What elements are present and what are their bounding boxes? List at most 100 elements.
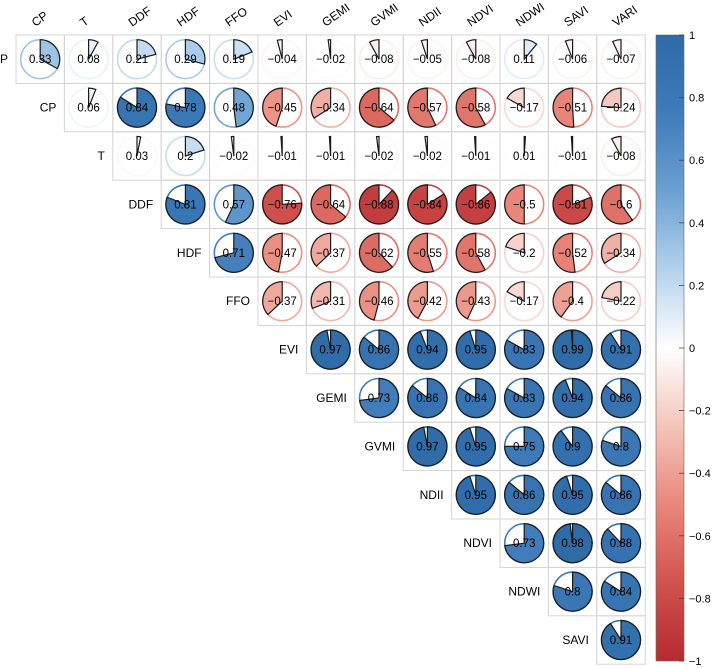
column-label: NDVI bbox=[464, 2, 496, 30]
value-label: 0.91 bbox=[610, 635, 632, 647]
value-label: −0.46 bbox=[364, 296, 393, 308]
row-label: NDII bbox=[420, 488, 444, 502]
pie-slice bbox=[136, 135, 142, 157]
pie-slice bbox=[375, 135, 380, 157]
row-label: CP bbox=[40, 101, 57, 115]
value-label: −0.01 bbox=[558, 151, 587, 163]
value-label: 0.99 bbox=[561, 345, 583, 357]
pie-slice bbox=[600, 232, 622, 265]
value-label: −0.31 bbox=[316, 296, 345, 308]
value-label: −0.01 bbox=[316, 151, 345, 163]
pie-slice bbox=[407, 232, 435, 273]
pie-slice bbox=[407, 377, 448, 419]
value-label: 0.86 bbox=[416, 393, 438, 405]
pie-slice bbox=[358, 329, 400, 370]
value-label: 0.19 bbox=[223, 54, 245, 66]
value-label: −0.02 bbox=[364, 151, 393, 163]
value-label: 0.9 bbox=[565, 441, 581, 453]
pie-slice bbox=[310, 329, 351, 370]
pie-layer bbox=[19, 38, 642, 661]
row-label: T bbox=[97, 149, 105, 163]
value-label: −0.07 bbox=[606, 54, 635, 66]
value-label: −0.43 bbox=[461, 296, 490, 308]
value-label: 0.29 bbox=[174, 54, 196, 66]
value-label: −0.42 bbox=[413, 296, 442, 308]
value-label: −0.45 bbox=[268, 103, 297, 115]
pie-slice bbox=[407, 184, 448, 225]
value-label: −0.2 bbox=[513, 248, 536, 260]
value-label: −0.76 bbox=[268, 199, 297, 211]
pie-slice bbox=[455, 281, 477, 320]
row-label: NDVI bbox=[463, 536, 492, 550]
pie-slice bbox=[552, 329, 593, 370]
pie-slice bbox=[455, 426, 496, 467]
row-label: FFO bbox=[226, 294, 250, 308]
row-label: EVI bbox=[279, 343, 298, 357]
colorbar-tick-label: 0 bbox=[689, 343, 695, 355]
value-label: −0.02 bbox=[219, 151, 248, 163]
pie-slice bbox=[600, 184, 634, 225]
value-label: 0.06 bbox=[77, 103, 99, 115]
row-label: GVMI bbox=[365, 439, 396, 453]
pie-slice bbox=[504, 329, 545, 370]
pie-slice bbox=[165, 87, 206, 128]
value-label: 0.73 bbox=[368, 393, 390, 405]
pie-slice bbox=[552, 426, 593, 467]
value-label: 0.83 bbox=[513, 345, 535, 357]
label-layer: 0.33 0.08 0.21 0.29 0.19 −0.04 −0.02 −0.08 −0.05… bbox=[0, 0, 640, 647]
pie-slice bbox=[358, 184, 400, 225]
value-label: −0.01 bbox=[461, 151, 490, 163]
pie-slice bbox=[600, 377, 642, 419]
pie-slice bbox=[506, 281, 525, 303]
pie-slice bbox=[262, 281, 283, 316]
pie-slice bbox=[116, 87, 158, 128]
colorbar-tick-label: −0.4 bbox=[689, 468, 711, 480]
pie-slice bbox=[310, 87, 332, 119]
pie-slice bbox=[570, 135, 574, 157]
value-label: −0.84 bbox=[413, 199, 443, 211]
pie-slice bbox=[262, 232, 283, 273]
colorbar-tick-label: −0.8 bbox=[689, 593, 711, 605]
column-label: FFO bbox=[222, 4, 250, 29]
value-label: 0.94 bbox=[561, 393, 584, 405]
pie-slice bbox=[39, 39, 61, 70]
value-label: 0.78 bbox=[174, 103, 196, 115]
pie-slice bbox=[420, 39, 428, 60]
value-label: −0.64 bbox=[364, 103, 394, 115]
value-label: −0.08 bbox=[364, 54, 393, 66]
column-label: GEMI bbox=[319, 0, 352, 29]
value-label: −0.17 bbox=[510, 103, 539, 115]
column-label: SAVI bbox=[561, 3, 591, 30]
value-label: −0.64 bbox=[316, 199, 346, 211]
value-label: −0.62 bbox=[364, 248, 393, 260]
value-label: −0.34 bbox=[316, 103, 346, 115]
pie-slice bbox=[552, 571, 593, 612]
value-label: 0.95 bbox=[465, 441, 487, 453]
pie-slice bbox=[368, 39, 380, 60]
column-label: T bbox=[77, 13, 92, 29]
value-label: −0.08 bbox=[606, 151, 635, 163]
pie-slice bbox=[233, 87, 254, 128]
value-label: 0.98 bbox=[561, 538, 583, 550]
row-label: GEMI bbox=[316, 391, 347, 405]
value-label: 0.8 bbox=[613, 441, 629, 453]
value-label: 0.84 bbox=[126, 103, 149, 115]
pie-slice bbox=[455, 377, 496, 419]
grid-cell bbox=[596, 615, 646, 665]
pie-slice bbox=[184, 135, 205, 157]
pie-slice bbox=[310, 232, 332, 267]
pie-slice bbox=[327, 39, 332, 60]
pie-slice bbox=[165, 184, 206, 225]
value-label: −0.37 bbox=[268, 296, 297, 308]
value-label: −0.02 bbox=[316, 54, 345, 66]
row-label: DDF bbox=[129, 197, 154, 211]
value-label: −0.02 bbox=[413, 151, 442, 163]
pie-slice bbox=[610, 135, 622, 157]
pie-slice bbox=[523, 135, 527, 157]
pie-slice bbox=[262, 184, 303, 225]
value-label: −0.52 bbox=[558, 248, 587, 260]
pie-slice bbox=[552, 232, 576, 273]
pie-slice bbox=[230, 135, 235, 157]
row-label: HDF bbox=[177, 246, 202, 260]
value-label: 0.8 bbox=[565, 587, 581, 599]
